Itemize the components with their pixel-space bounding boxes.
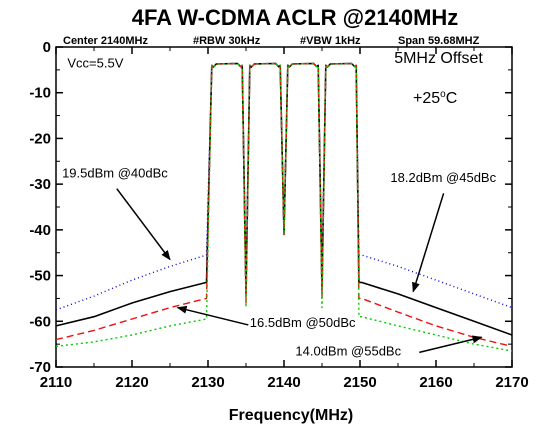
series-line — [55, 62, 513, 348]
annotation-arrow — [412, 193, 445, 293]
temperature-annotation: +25oC — [413, 89, 457, 107]
annotation-label: 19.5dBm @40dBc — [62, 165, 168, 180]
y-tick-label: -70 — [29, 359, 51, 376]
y-axis-ticks: 0 -10 -20 -30 -40 -50 -60 -70 — [29, 39, 512, 376]
annotation-label: 14.0dBm @55dBc — [295, 344, 401, 359]
series-line — [55, 62, 513, 352]
x-tick-label: 2140 — [267, 374, 300, 391]
annotation-layer: Vcc=5.5V 5MHz Offset 19.5dBm @40dBc 18.2dBm… — [62, 50, 497, 359]
y-tick-label: -40 — [29, 222, 51, 239]
x-tick-label: 2130 — [191, 374, 224, 391]
y-tick-label: -50 — [29, 268, 51, 285]
x-tick-label: 2120 — [115, 374, 148, 391]
y-tick-label: -60 — [29, 313, 51, 330]
setting-vbw: #VBW 1kHz — [300, 35, 361, 47]
temperature-value: +25 — [413, 90, 440, 107]
y-tick-label: 0 — [43, 39, 51, 56]
x-axis-label: Frequency(MHz) — [229, 407, 353, 424]
setting-rbw: #RBW 30kHz — [193, 35, 261, 47]
series-layer — [55, 62, 513, 352]
chart-title: 4FA W-CDMA ACLR @2140MHz — [132, 5, 459, 30]
x-tick-label: 2110 — [40, 374, 73, 391]
x-tick-label: 2170 — [495, 374, 528, 391]
annotation-label: Vcc=5.5V — [67, 56, 123, 71]
annotation-label: 18.2dBm @45dBc — [390, 170, 496, 185]
annotation-arrow — [116, 188, 171, 261]
annotation-label: 16.5dBm @50dBc — [250, 315, 356, 330]
temperature-degree: o — [440, 89, 446, 100]
setting-center: Center 2140MHz — [63, 35, 148, 47]
annotation-arrow — [419, 335, 483, 354]
setting-span: Span 59.68MHZ — [398, 35, 480, 47]
y-tick-label: -10 — [29, 85, 51, 102]
x-tick-label: 2150 — [343, 374, 376, 391]
y-tick-label: -30 — [29, 176, 51, 193]
series-line — [55, 62, 513, 311]
annotation-arrow — [176, 305, 249, 326]
x-axis-ticks: 2110 2120 2130 2140 2150 2160 2170 — [40, 47, 529, 391]
temperature-unit: C — [446, 90, 458, 107]
y-tick-label: -20 — [29, 130, 51, 147]
x-tick-label: 2160 — [419, 374, 452, 391]
annotation-label: 5MHz Offset — [394, 50, 483, 67]
